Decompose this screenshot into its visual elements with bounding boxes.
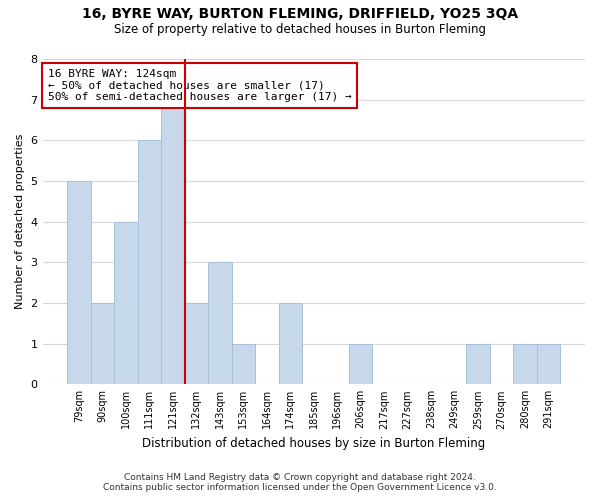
Bar bbox=[137, 140, 161, 384]
Text: 16 BYRE WAY: 124sqm
← 50% of detached houses are smaller (17)
50% of semi-detach: 16 BYRE WAY: 124sqm ← 50% of detached ho… bbox=[48, 69, 352, 102]
Bar bbox=[114, 222, 137, 384]
Bar bbox=[208, 262, 232, 384]
Bar bbox=[514, 344, 537, 384]
Bar bbox=[91, 303, 114, 384]
Bar bbox=[278, 303, 302, 384]
Bar bbox=[349, 344, 373, 384]
Text: 16, BYRE WAY, BURTON FLEMING, DRIFFIELD, YO25 3QA: 16, BYRE WAY, BURTON FLEMING, DRIFFIELD,… bbox=[82, 8, 518, 22]
Bar bbox=[537, 344, 560, 384]
Y-axis label: Number of detached properties: Number of detached properties bbox=[15, 134, 25, 310]
Bar bbox=[67, 181, 91, 384]
Bar bbox=[161, 100, 185, 385]
Bar bbox=[466, 344, 490, 384]
Bar bbox=[232, 344, 255, 384]
X-axis label: Distribution of detached houses by size in Burton Fleming: Distribution of detached houses by size … bbox=[142, 437, 485, 450]
Bar bbox=[185, 303, 208, 384]
Text: Size of property relative to detached houses in Burton Fleming: Size of property relative to detached ho… bbox=[114, 22, 486, 36]
Text: Contains HM Land Registry data © Crown copyright and database right 2024.
Contai: Contains HM Land Registry data © Crown c… bbox=[103, 473, 497, 492]
